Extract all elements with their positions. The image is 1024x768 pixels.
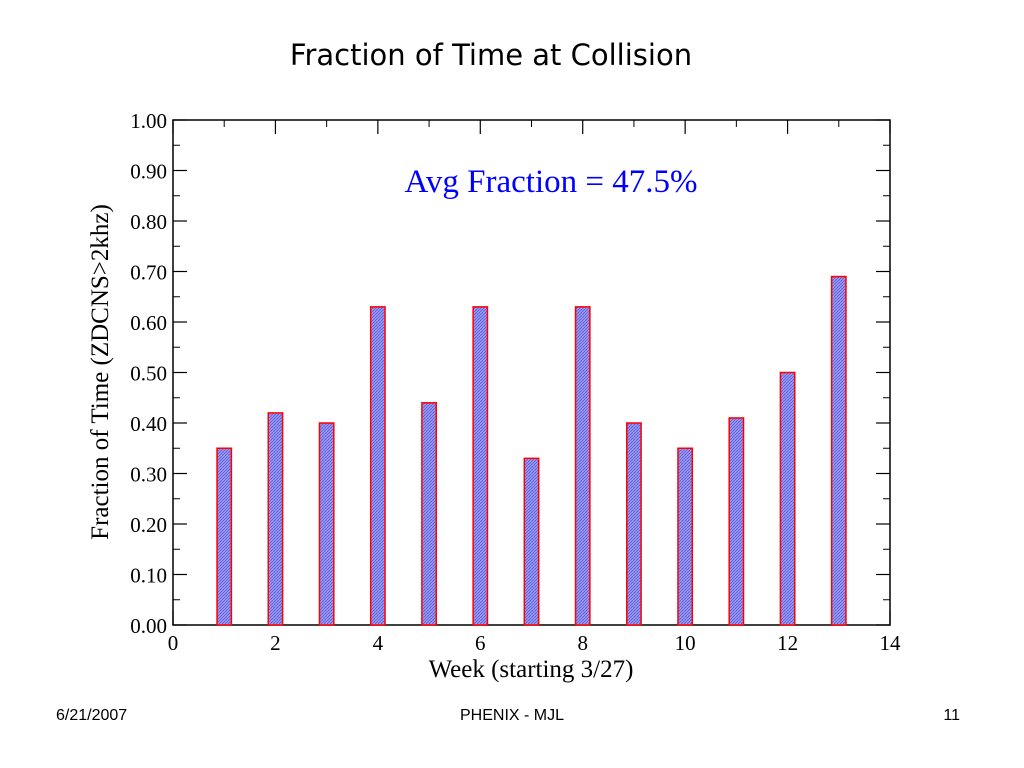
y-tick-label: 0.30 <box>130 463 167 487</box>
bar-week-1 <box>216 447 233 626</box>
bar-week-11 <box>728 417 745 626</box>
y-tick-label: 0.10 <box>130 564 167 588</box>
bar-week-13 <box>830 275 847 626</box>
x-tick-label: 14 <box>880 631 902 655</box>
x-tick-label: 0 <box>168 631 179 655</box>
footer-date: 6/21/2007 <box>56 707 128 724</box>
y-tick-label: 0.20 <box>130 513 167 537</box>
page-number: 11 <box>943 707 960 724</box>
bar-week-3 <box>318 422 335 626</box>
x-tick-label: 8 <box>577 631 588 655</box>
bar-week-7 <box>523 457 540 626</box>
y-tick-label: 0.80 <box>130 210 167 234</box>
bar-week-8 <box>574 306 591 626</box>
bar-week-2 <box>267 412 284 626</box>
x-tick-label: 2 <box>270 631 281 655</box>
y-tick-label: 0.50 <box>130 362 167 386</box>
y-axis-label: Fraction of Time (ZDCNS>2khz) <box>87 204 114 540</box>
y-tick-label: 1.00 <box>130 109 167 133</box>
bar-week-6 <box>472 306 489 626</box>
y-tick-label: 0.40 <box>130 412 167 436</box>
bar-week-9 <box>626 422 642 626</box>
x-tick-label: 10 <box>675 631 696 655</box>
avg-fraction-annotation: Avg Fraction = 47.5% <box>405 164 698 200</box>
x-axis-label: Week (starting 3/27) <box>429 656 634 683</box>
x-tick-label: 4 <box>373 631 384 655</box>
bar-week-5 <box>421 402 437 626</box>
bar-week-12 <box>779 371 796 626</box>
bar-chart: 0.00 0.10 0.20 0.30 0.40 0.50 0.60 0.70 0.80 0.90… <box>87 109 902 683</box>
x-tick-label: 6 <box>475 631 486 655</box>
y-tick-label: 0.90 <box>130 160 167 184</box>
x-tick-label: 12 <box>777 631 798 655</box>
y-tick-label: 0.00 <box>130 614 167 638</box>
slide-title: Fraction of Time at Collision <box>289 38 693 72</box>
footer-presenter: PHENIX - MJL <box>459 707 564 724</box>
y-tick-label: 0.60 <box>130 311 167 335</box>
bar-week-10 <box>677 447 694 626</box>
y-tick-label: 0.70 <box>130 261 167 285</box>
bar-week-4 <box>369 306 386 626</box>
